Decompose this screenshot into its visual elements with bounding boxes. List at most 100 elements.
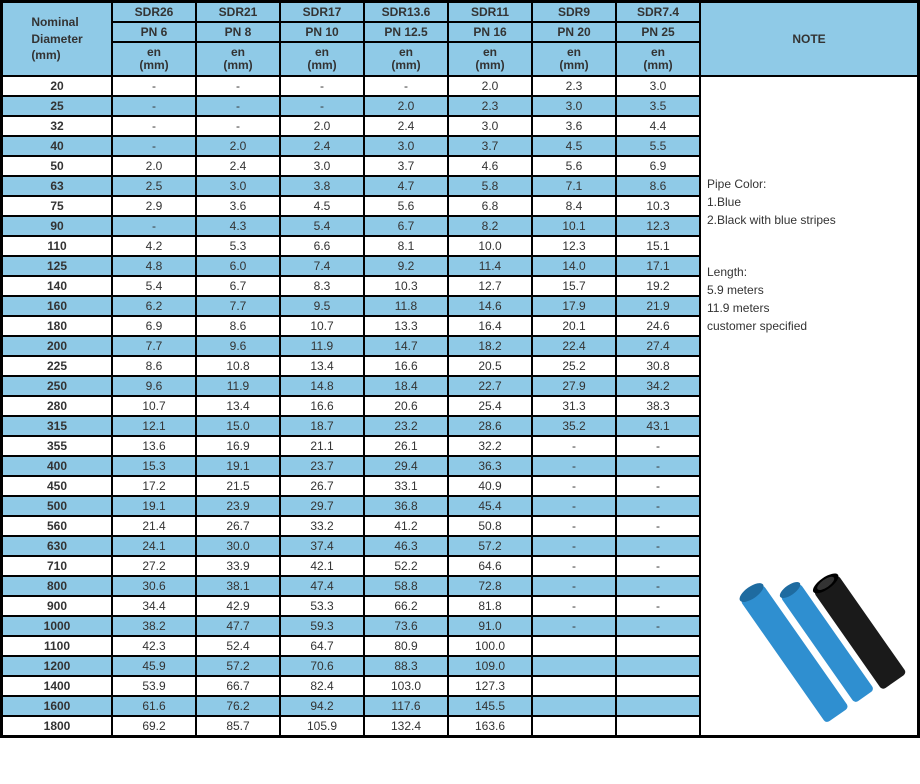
value-cell: 8.4: [532, 196, 616, 216]
value-cell: 21.1: [280, 436, 364, 456]
value-cell: -: [532, 476, 616, 496]
value-cell: 2.9: [112, 196, 196, 216]
value-cell: 109.0: [448, 656, 532, 676]
value-cell: 4.5: [532, 136, 616, 156]
value-cell: 26.7: [196, 516, 280, 536]
value-cell: 81.8: [448, 596, 532, 616]
diameter-cell: 75: [2, 196, 112, 216]
value-cell: 14.0: [532, 256, 616, 276]
value-cell: 36.8: [364, 496, 448, 516]
note-pipe-color-label: Pipe Color:: [707, 177, 911, 191]
value-cell: 12.7: [448, 276, 532, 296]
value-cell: 4.3: [196, 216, 280, 236]
value-cell: 10.0: [448, 236, 532, 256]
diameter-cell: 110: [2, 236, 112, 256]
value-cell: 21.9: [616, 296, 700, 316]
sdr-header-3: SDR13.6: [364, 2, 448, 22]
value-cell: -: [616, 436, 700, 456]
diameter-cell: 315: [2, 416, 112, 436]
value-cell: -: [532, 576, 616, 596]
value-cell: 31.3: [532, 396, 616, 416]
value-cell: 4.8: [112, 256, 196, 276]
value-cell: 2.0: [196, 136, 280, 156]
value-cell: -: [532, 536, 616, 556]
note-pipe-color-2: 2.Black with blue stripes: [707, 213, 911, 227]
value-cell: 10.8: [196, 356, 280, 376]
value-cell: 15.1: [616, 236, 700, 256]
value-cell: 64.7: [280, 636, 364, 656]
value-cell: 4.5: [280, 196, 364, 216]
diameter-cell: 225: [2, 356, 112, 376]
value-cell: 5.6: [532, 156, 616, 176]
value-cell: 82.4: [280, 676, 364, 696]
value-cell: 3.0: [280, 156, 364, 176]
value-cell: 85.7: [196, 716, 280, 736]
en-header-4: en(mm): [448, 42, 532, 76]
value-cell: 37.4: [280, 536, 364, 556]
value-cell: 6.9: [112, 316, 196, 336]
value-cell: 132.4: [364, 716, 448, 736]
diameter-cell: 140: [2, 276, 112, 296]
value-cell: 23.7: [280, 456, 364, 476]
value-cell: 10.1: [532, 216, 616, 236]
value-cell: 27.4: [616, 336, 700, 356]
value-cell: 23.9: [196, 496, 280, 516]
value-cell: -: [532, 596, 616, 616]
value-cell: 29.7: [280, 496, 364, 516]
diameter-cell: 1000: [2, 616, 112, 636]
pn-header-4: PN 16: [448, 22, 532, 42]
value-cell: -: [112, 96, 196, 116]
value-cell: 47.4: [280, 576, 364, 596]
note-pipe-color-1: 1.Blue: [707, 195, 911, 209]
value-cell: 47.7: [196, 616, 280, 636]
value-cell: 7.7: [196, 296, 280, 316]
value-cell: 88.3: [364, 656, 448, 676]
en-header-5: en(mm): [532, 42, 616, 76]
value-cell: 3.0: [616, 76, 700, 96]
pn-header-0: PN 6: [112, 22, 196, 42]
value-cell: [616, 656, 700, 676]
value-cell: 5.8: [448, 176, 532, 196]
value-cell: -: [532, 436, 616, 456]
value-cell: 42.1: [280, 556, 364, 576]
note-length-label: Length:: [707, 265, 911, 279]
diameter-cell: 900: [2, 596, 112, 616]
value-cell: 3.8: [280, 176, 364, 196]
value-cell: 5.5: [616, 136, 700, 156]
diameter-cell: 400: [2, 456, 112, 476]
value-cell: 3.6: [196, 196, 280, 216]
sdr-header-6: SDR7.4: [616, 2, 700, 22]
en-header-1: en(mm): [196, 42, 280, 76]
value-cell: 45.9: [112, 656, 196, 676]
value-cell: [616, 716, 700, 736]
sdr-header-2: SDR17: [280, 2, 364, 22]
value-cell: 8.2: [448, 216, 532, 236]
value-cell: 7.4: [280, 256, 364, 276]
value-cell: 6.7: [364, 216, 448, 236]
value-cell: -: [616, 456, 700, 476]
value-cell: 11.9: [196, 376, 280, 396]
diameter-cell: 450: [2, 476, 112, 496]
value-cell: 18.7: [280, 416, 364, 436]
diameter-cell: 710: [2, 556, 112, 576]
value-cell: 3.0: [448, 116, 532, 136]
value-cell: 145.5: [448, 696, 532, 716]
value-cell: 2.3: [532, 76, 616, 96]
value-cell: [532, 676, 616, 696]
diameter-label: NominalDiameter(mm): [31, 14, 82, 64]
en-header-3: en(mm): [364, 42, 448, 76]
value-cell: 12.3: [532, 236, 616, 256]
value-cell: [616, 676, 700, 696]
value-cell: 9.2: [364, 256, 448, 276]
value-cell: 7.7: [112, 336, 196, 356]
en-header-0: en(mm): [112, 42, 196, 76]
value-cell: 5.6: [364, 196, 448, 216]
diameter-cell: 200: [2, 336, 112, 356]
value-cell: 8.3: [280, 276, 364, 296]
value-cell: 11.9: [280, 336, 364, 356]
value-cell: 8.6: [616, 176, 700, 196]
value-cell: 38.3: [616, 396, 700, 416]
value-cell: 73.6: [364, 616, 448, 636]
value-cell: 41.2: [364, 516, 448, 536]
value-cell: -: [196, 116, 280, 136]
